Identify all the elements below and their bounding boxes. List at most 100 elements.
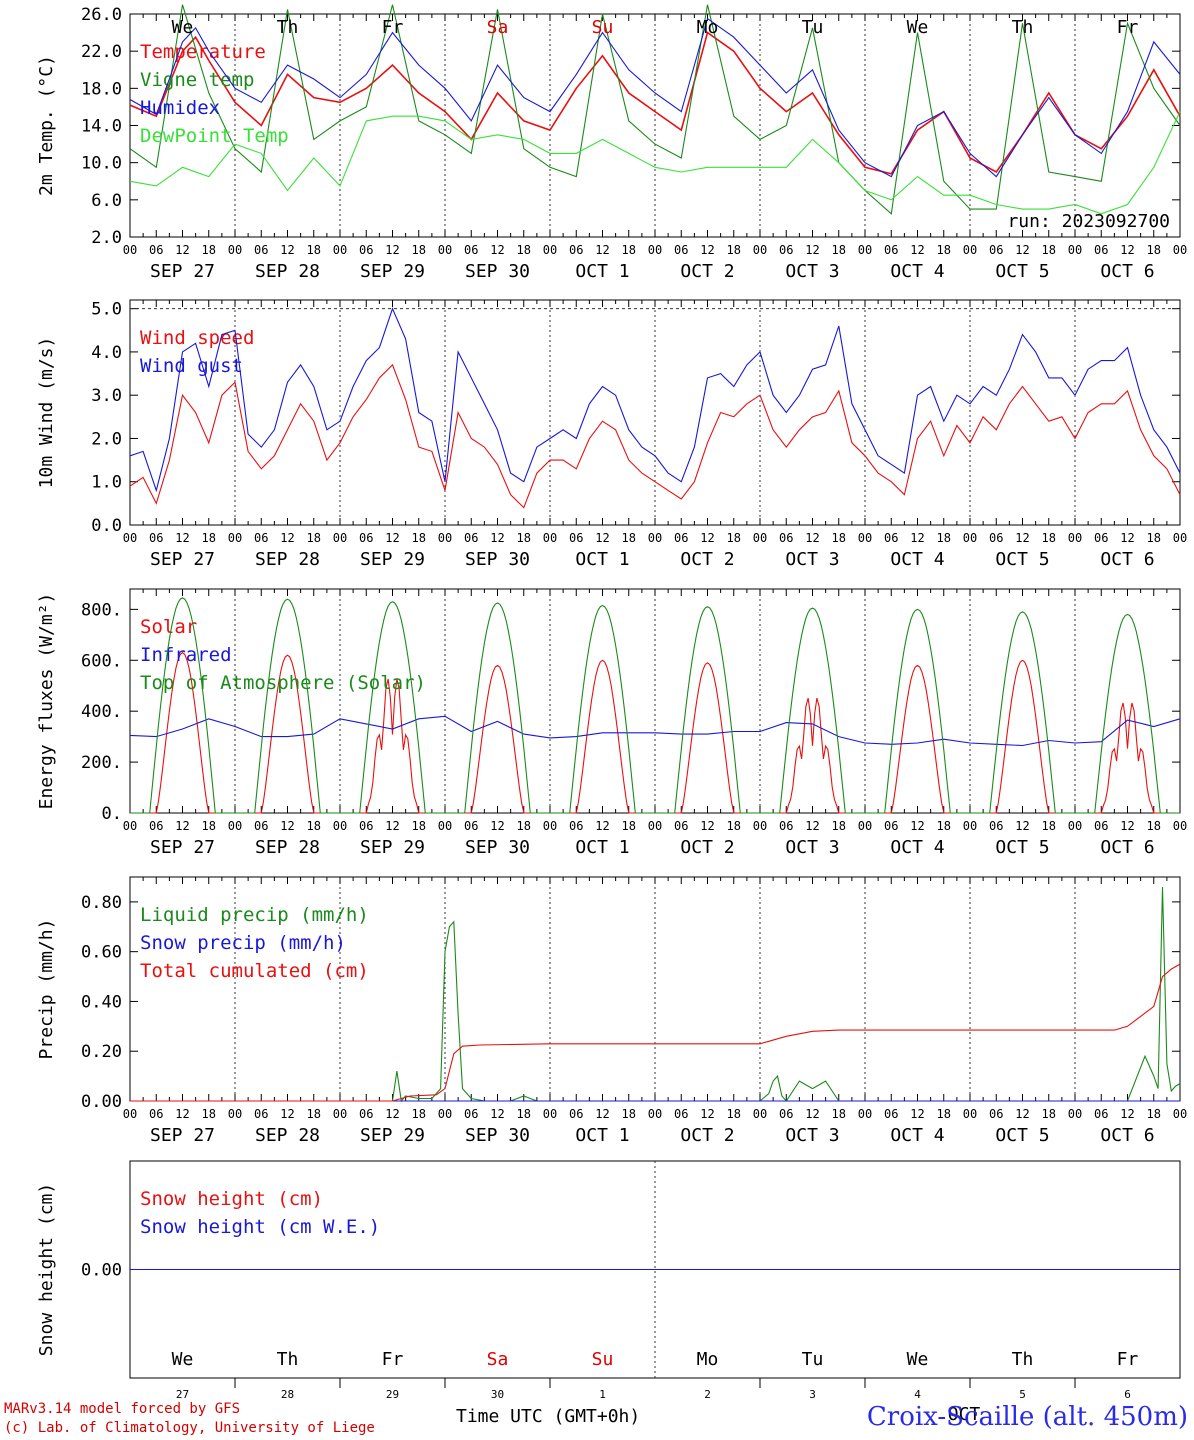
hour-tick-label: 18 — [412, 531, 426, 545]
top-weekday-label: We — [172, 17, 194, 38]
hour-tick-label: 00 — [228, 243, 242, 257]
hour-tick-label: 00 — [963, 1107, 977, 1121]
hour-tick-label: 00 — [123, 819, 137, 833]
y-tick-label: 26.0 — [81, 5, 122, 25]
date-label: OCT 5 — [995, 837, 1049, 858]
hour-tick-label: 12 — [280, 243, 294, 257]
hour-tick-label: 18 — [1147, 531, 1161, 545]
hour-tick-label: 18 — [307, 819, 321, 833]
hour-tick-label: 12 — [280, 1107, 294, 1121]
hour-tick-label: 06 — [254, 819, 268, 833]
hour-tick-label: 12 — [1120, 1107, 1134, 1121]
hour-tick-label: 12 — [805, 531, 819, 545]
hour-tick-label: 18 — [1042, 1107, 1056, 1121]
hour-tick-label: 06 — [464, 243, 478, 257]
hour-tick-label: 06 — [149, 1107, 163, 1121]
hour-tick-label: 06 — [464, 531, 478, 545]
y-tick-label: 2.0 — [91, 429, 122, 449]
y-tick-label: 5.0 — [91, 300, 122, 320]
date-label: OCT 6 — [1100, 837, 1154, 858]
y-tick-label: 22.0 — [81, 42, 122, 62]
hour-tick-label: 00 — [543, 531, 557, 545]
hour-tick-label: 18 — [937, 819, 951, 833]
date-label: OCT 4 — [890, 549, 944, 570]
hour-tick-label: 06 — [1094, 1107, 1108, 1121]
run-label: run: 2023092700 — [1007, 211, 1170, 232]
hour-tick-label: 00 — [753, 243, 767, 257]
hour-tick-label: 00 — [543, 1107, 557, 1121]
series-line — [129, 31, 1181, 175]
hour-tick-label: 12 — [1015, 531, 1029, 545]
day-number-label: 4 — [914, 1388, 921, 1401]
legend-entry: Wind speed — [140, 327, 254, 349]
hour-tick-label: 00 — [123, 243, 137, 257]
day-number-label: 27 — [176, 1388, 189, 1401]
hour-tick-label: 00 — [333, 243, 347, 257]
hour-tick-label: 06 — [464, 1107, 478, 1121]
hour-tick-label: 00 — [753, 531, 767, 545]
hour-tick-label: 18 — [202, 1107, 216, 1121]
top-weekday-label: Th — [277, 17, 299, 38]
day-number-label: 3 — [809, 1388, 816, 1401]
hour-tick-label: 00 — [963, 531, 977, 545]
weekday-label: Su — [592, 1349, 614, 1370]
hour-tick-label: 18 — [202, 819, 216, 833]
hour-tick-label: 00 — [1068, 819, 1082, 833]
hour-tick-label: 12 — [700, 243, 714, 257]
date-label: OCT 5 — [995, 1125, 1049, 1146]
hour-tick-label: 12 — [1015, 243, 1029, 257]
hour-tick-label: 06 — [1094, 819, 1108, 833]
hour-tick-label: 06 — [359, 1107, 373, 1121]
hour-tick-label: 18 — [202, 243, 216, 257]
date-label: OCT 2 — [680, 1125, 734, 1146]
hour-tick-label: 00 — [648, 819, 662, 833]
series-line — [129, 4, 1181, 215]
hour-tick-label: 18 — [412, 819, 426, 833]
hour-tick-label: 18 — [622, 819, 636, 833]
y-axis-label: 2m Temp. (°C) — [36, 55, 57, 196]
hour-tick-label: 00 — [963, 243, 977, 257]
date-label: SEP 28 — [255, 837, 320, 858]
date-label: OCT 1 — [575, 1125, 629, 1146]
legend-entry: Snow height (cm W.E.) — [140, 1216, 380, 1238]
hour-tick-label: 06 — [149, 531, 163, 545]
day-number-label: 29 — [386, 1388, 399, 1401]
hour-tick-label: 18 — [1147, 243, 1161, 257]
hour-tick-label: 00 — [753, 819, 767, 833]
series-line — [129, 307, 1181, 493]
hour-tick-label: 12 — [910, 531, 924, 545]
hour-tick-label: 18 — [307, 243, 321, 257]
legend-entry: Humidex — [140, 97, 220, 119]
hour-tick-label: 06 — [569, 531, 583, 545]
hour-tick-label: 12 — [805, 1107, 819, 1121]
y-tick-label: 14.0 — [81, 117, 122, 137]
date-label: SEP 29 — [360, 549, 425, 570]
date-label: OCT 6 — [1100, 549, 1154, 570]
hour-tick-label: 12 — [805, 819, 819, 833]
weekday-label: Mo — [697, 1349, 719, 1370]
hour-tick-label: 00 — [858, 819, 872, 833]
date-label: OCT 5 — [995, 549, 1049, 570]
hour-tick-label: 12 — [490, 243, 504, 257]
hour-tick-label: 12 — [175, 1107, 189, 1121]
hour-tick-label: 18 — [832, 1107, 846, 1121]
hour-tick-label: 18 — [1147, 819, 1161, 833]
hour-tick-label: 18 — [727, 819, 741, 833]
legend-entry: Temperature — [140, 41, 266, 63]
day-number-label: 1 — [599, 1388, 606, 1401]
legend-entry: Snow height (cm) — [140, 1188, 323, 1210]
series-line — [129, 715, 1181, 747]
hour-tick-label: 12 — [1120, 531, 1134, 545]
y-axis-label: Energy fluxes (W/m²) — [36, 593, 57, 810]
hour-tick-label: 06 — [884, 1107, 898, 1121]
hour-tick-label: 06 — [1094, 243, 1108, 257]
date-label: SEP 28 — [255, 1125, 320, 1146]
hour-tick-label: 06 — [674, 1107, 688, 1121]
hour-tick-label: 06 — [674, 819, 688, 833]
hour-tick-label: 12 — [280, 819, 294, 833]
hour-tick-label: 00 — [1173, 531, 1187, 545]
weekday-label: Th — [1012, 1349, 1034, 1370]
weekday-label: Tu — [802, 1349, 824, 1370]
legend-entry: DewPoint Temp — [140, 125, 289, 147]
hour-tick-label: 12 — [910, 243, 924, 257]
